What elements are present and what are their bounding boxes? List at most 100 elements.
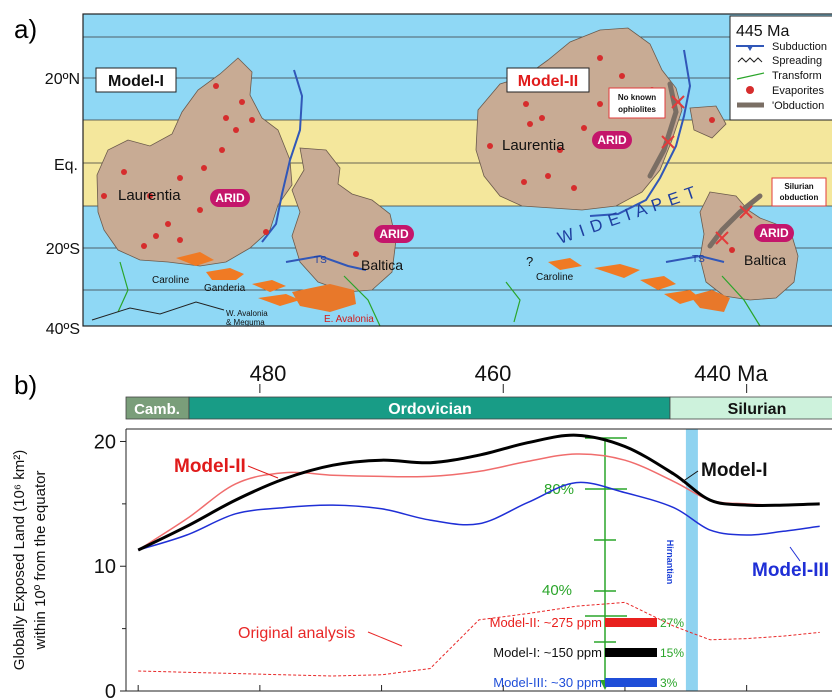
map-legend: 445 Ma Subduction Spreading Transform Ev… — [729, 15, 832, 121]
hirnantian-label: Hirnantian — [665, 540, 675, 585]
ts-label-left: TS — [314, 255, 327, 266]
avalonia-fragment — [252, 280, 286, 292]
model-3-series-label: Model-III — [752, 560, 829, 581]
lat-equator: Eq. — [54, 157, 78, 174]
arid-badge-laurentia-r — [592, 131, 632, 149]
arid-label-laurentia-r: ARID — [597, 133, 627, 147]
original-analysis-leader — [367, 631, 403, 647]
caroline-shape-r — [548, 258, 582, 270]
ppm-model-1-pct: 15% — [660, 646, 684, 660]
legend-evaporite-dot — [746, 86, 754, 94]
avalonia-r-1 — [594, 264, 640, 278]
panel-a-label: a) — [14, 14, 37, 44]
map-frame — [82, 13, 832, 327]
co2-bar-1 — [605, 618, 657, 627]
right-transform — [505, 281, 521, 323]
pct-40-label: 40% — [542, 582, 572, 599]
island-r — [689, 105, 727, 139]
caroline-label-left: Caroline — [152, 275, 190, 286]
period-silurian-label: Silurian — [728, 401, 787, 418]
y-axis-title-line-2: within 10º from the equator — [32, 471, 49, 651]
left-subduction-zone — [261, 69, 304, 243]
left-transform-2 — [343, 275, 381, 327]
co2-bar-3 — [605, 678, 657, 687]
left-transform — [117, 261, 129, 313]
ppm-model-2-pct: 27% — [660, 616, 684, 630]
panel-b-label: b) — [14, 370, 37, 400]
latitude-labels: 20ºN Eq. 20ºS 40ºS — [45, 71, 80, 338]
ts-subduction — [285, 254, 367, 271]
co2-bar-2 — [605, 648, 657, 657]
legend-transform: Transform — [772, 70, 822, 82]
laurentia-label-left: Laurentia — [118, 187, 181, 204]
series-layer — [137, 433, 820, 677]
avalonia-r-2 — [640, 276, 676, 290]
model-2-map-label: Model-II — [518, 73, 578, 90]
age-tick-480: 480 — [250, 361, 287, 386]
question-mark: ? — [526, 254, 533, 269]
original-analysis-label: Original analysis — [238, 625, 355, 642]
ganderia-label: Ganderia — [204, 283, 246, 294]
w-avalonia-label-2: & Meguma — [226, 318, 265, 327]
legend-spreading: Spreading — [772, 55, 822, 67]
avalonia-r-3 — [664, 290, 700, 304]
legend-spreading-line — [737, 57, 763, 63]
legend-evaporites: Evaporites — [772, 85, 824, 97]
period-cambrian-label: Camb. — [134, 401, 180, 418]
paleo-map — [82, 13, 832, 327]
y-tick-label: 0 — [105, 681, 116, 699]
y-tick-label: 10 — [94, 556, 116, 578]
laurentia-landmass — [96, 57, 293, 267]
legend-subduction-tooth — [747, 46, 753, 51]
e-avalonia-shape-r — [690, 290, 730, 312]
right-subduction-zone — [589, 49, 692, 217]
ts-subduction-r — [665, 254, 725, 263]
y-axis-title-line-1: Globally Exposed Land (10⁶ km²) — [11, 450, 28, 670]
arid-badge-baltica-r — [754, 224, 794, 242]
left-spreading-ridge — [91, 301, 225, 321]
ganderia-shape — [206, 268, 244, 280]
arid-label-baltica: ARID — [379, 227, 409, 241]
model-1-box — [95, 67, 177, 93]
arid-badge-baltica — [374, 225, 414, 243]
e-avalonia-label: E. Avalonia — [324, 314, 374, 325]
co2-bars — [605, 618, 657, 687]
no-ophiolites-box — [608, 87, 666, 119]
ppm-model-2-label: Model-II: ~275 ppm — [490, 615, 602, 630]
e-avalonia-shape — [292, 284, 356, 312]
legend-obduction: 'Obduction — [772, 100, 824, 112]
series-line-original-analysis — [138, 601, 820, 677]
silurian-obduction-line-2: obduction — [780, 193, 819, 202]
caroline-shape — [176, 252, 214, 266]
plot-axes — [125, 428, 832, 692]
ppm-model-3-label: Model-III: ~30 ppm — [493, 675, 602, 690]
co2-scale-ticks — [585, 437, 627, 643]
age-axis-labels: 480 460 440 Ma — [250, 361, 769, 386]
period-silurian — [669, 396, 832, 420]
model-1-leader — [681, 470, 699, 483]
model-1-map — [91, 57, 397, 327]
legend-age: 445 Ma — [736, 23, 789, 40]
w-avalonia-label-1: W. Avalonia — [226, 309, 268, 318]
lat-20n: 20ºN — [45, 71, 80, 88]
ppm-model-1-label: Model-I: ~150 ppm — [493, 645, 602, 660]
model-2-box — [506, 67, 590, 93]
silurian-obduction-line-1: Silurian — [784, 182, 813, 191]
left-evaporites — [101, 83, 359, 257]
baltica-landmass-r — [699, 191, 799, 301]
laurentia-label-right: Laurentia — [502, 137, 565, 154]
y-ticks: 0 10 20 — [94, 431, 126, 699]
model-1-series-label: Model-I — [701, 460, 768, 481]
baltica-label-left: Baltica — [361, 257, 403, 273]
lat-40s: 40ºS — [46, 321, 80, 338]
red-crosses — [661, 95, 753, 245]
no-ophiolites-line-2: ophiolites — [618, 105, 656, 114]
co2-scale: 80% 40% — [542, 437, 627, 690]
right-transform-2 — [721, 275, 761, 327]
period-ordovician-label: Ordovician — [388, 401, 472, 418]
period-bar: Camb. Ordovician Silurian — [125, 396, 832, 420]
baltica-label-right: Baltica — [744, 252, 786, 268]
model-2-leader — [247, 465, 279, 479]
lat-20s: 20ºS — [46, 241, 80, 258]
